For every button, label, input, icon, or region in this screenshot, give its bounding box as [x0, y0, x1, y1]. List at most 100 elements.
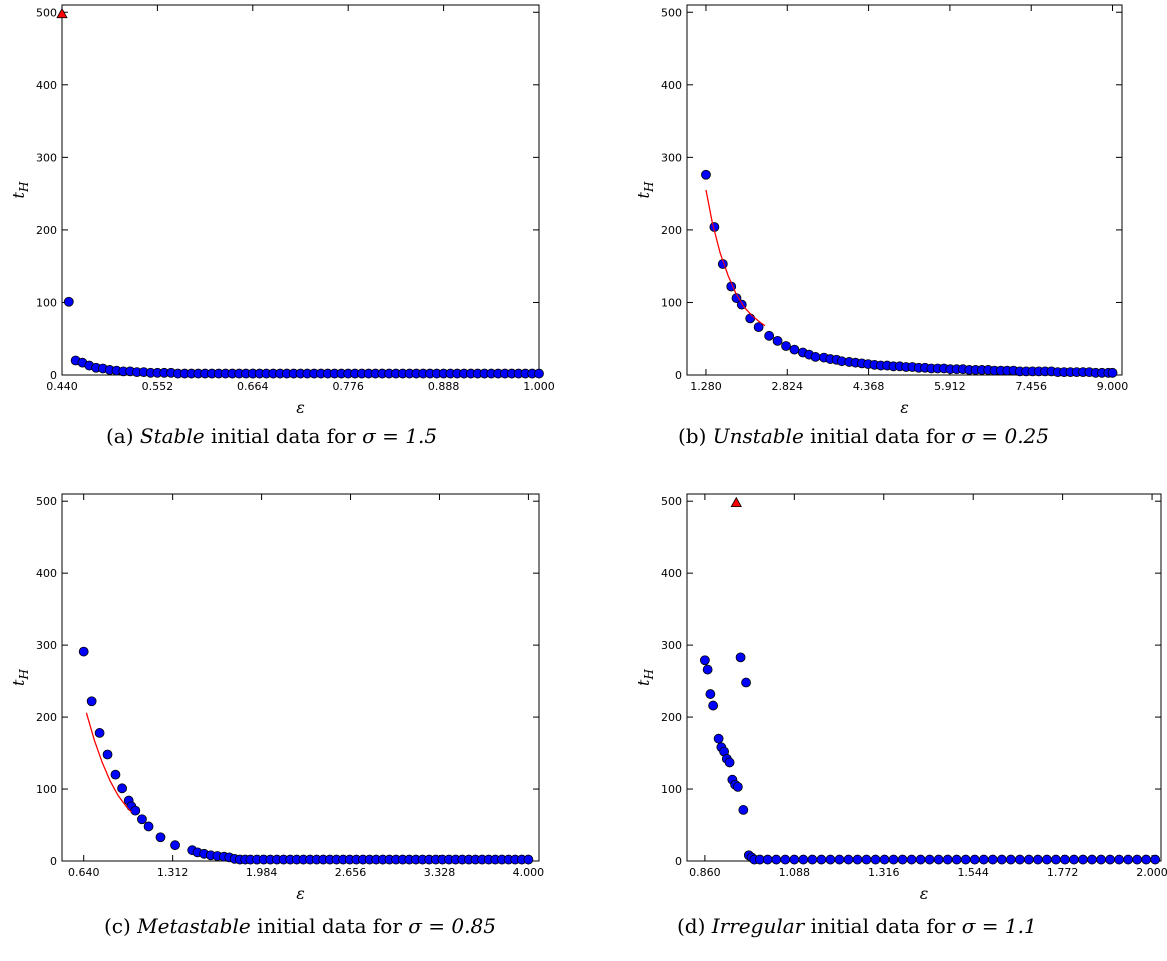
x-tick-label: 1.984	[246, 866, 278, 879]
y-tick-label: 100	[36, 296, 57, 309]
y-axis-label-main: t	[634, 679, 653, 686]
y-axis-label: tH	[634, 669, 656, 686]
data-point-triangle	[730, 496, 742, 508]
fit-line	[705, 189, 766, 327]
caption-kind: Irregular	[711, 914, 805, 938]
data-point	[1132, 854, 1143, 865]
x-tick-label: 0.888	[428, 380, 460, 393]
data-point	[942, 854, 953, 865]
x-tick-label: 2.656	[335, 866, 367, 879]
x-axis-label: ε	[296, 884, 305, 903]
data-point	[1051, 854, 1061, 865]
data-point	[1114, 854, 1125, 865]
data-point	[741, 677, 751, 688]
data-point	[523, 854, 534, 865]
data-point	[102, 749, 113, 760]
x-tick-label: 2.824	[772, 380, 804, 393]
data-point	[753, 322, 764, 333]
x-tick-label: 1.000	[523, 380, 555, 393]
data-point	[798, 854, 809, 865]
x-tick-label: 2.000	[1136, 866, 1167, 879]
data-point	[137, 814, 147, 825]
x-tick-label: 0.664	[237, 380, 269, 393]
data-point	[745, 313, 756, 324]
data-point	[1087, 854, 1097, 865]
fit-line-overlay	[85, 712, 132, 813]
x-tick-label: 3.328	[424, 866, 456, 879]
caption-kind: Unstable	[712, 424, 804, 448]
y-tick-label: 0	[675, 369, 682, 382]
data-point	[155, 832, 166, 843]
x-tick-label: 0.640	[68, 866, 100, 879]
data-point	[1107, 367, 1118, 378]
data-point	[906, 854, 917, 865]
y-tick-label: 300	[661, 151, 682, 164]
data-point	[810, 351, 821, 362]
y-tick-label: 0	[675, 855, 682, 868]
data-point	[1033, 854, 1043, 865]
data-point	[879, 854, 890, 865]
data-point	[1123, 854, 1134, 865]
y-axis-label-sub: H	[642, 669, 656, 681]
data-point	[1105, 854, 1115, 865]
data-point	[1060, 854, 1070, 865]
fit-line-overlay	[705, 189, 766, 327]
x-tick-label: 9.000	[1097, 380, 1129, 393]
y-tick-label: 200	[36, 224, 57, 237]
y-axis-label-sub: H	[17, 181, 31, 193]
y-tick-label: 200	[661, 711, 682, 724]
data-point	[699, 655, 710, 666]
data-point	[78, 646, 89, 657]
caption-tag: (a)	[106, 424, 134, 448]
data-point	[702, 664, 713, 675]
caption-kind: Metastable	[137, 914, 251, 938]
x-tick-label: 4.368	[853, 380, 885, 393]
y-axis-label-main: t	[634, 191, 653, 198]
data-point	[117, 783, 127, 794]
x-tick-label: 1.088	[779, 866, 811, 879]
data-point	[861, 854, 872, 865]
caption-param: σ = 0.85	[408, 914, 496, 938]
plot-frame	[686, 493, 1162, 862]
data-point	[933, 854, 944, 865]
y-axis-label-main: t	[9, 679, 28, 686]
y-tick-label: 400	[661, 79, 682, 92]
data-point	[701, 169, 711, 180]
caption-tag: (c)	[104, 914, 131, 938]
data-point	[713, 733, 724, 744]
data-point	[143, 821, 154, 832]
chart-d: 0.860 1.088 1.316 1.544 1.772 2.000 0 100 200 300…	[634, 493, 1167, 903]
x-tick-label: 1.280	[690, 380, 722, 393]
data-point	[834, 854, 845, 865]
y-tick-label: 100	[661, 296, 682, 309]
x-axis-label: ε	[900, 398, 909, 417]
y-tick-label: 300	[36, 151, 57, 164]
caption-a: (a) Stable initial data for σ = 1.5	[106, 424, 437, 448]
data-point	[764, 330, 775, 341]
data-point	[852, 854, 863, 865]
caption-param: σ = 1.1	[961, 914, 1037, 938]
data-point	[1078, 854, 1088, 865]
x-axis-label: ε	[296, 398, 305, 417]
data-point	[816, 854, 827, 865]
data-point	[1069, 854, 1079, 865]
data-point	[130, 805, 141, 816]
panel-a: 0.440 0.552 0.664 0.776 0.888 1.000 0 100 200 300…	[0, 0, 584, 480]
x-tick-label: 0.860	[689, 866, 721, 879]
data-point	[708, 700, 719, 711]
y-tick-label: 500	[661, 495, 682, 508]
panel-d: 0.860 1.088 1.316 1.544 1.772 2.000 0 100 200 300…	[583, 484, 1167, 961]
data-point	[978, 854, 989, 865]
data-point	[534, 368, 544, 379]
caption-param: σ = 1.5	[362, 424, 438, 448]
plot-frame	[61, 4, 540, 376]
y-tick-label: 0	[50, 855, 57, 868]
data-point	[1042, 854, 1052, 865]
y-axis-label-main: t	[9, 191, 28, 198]
data-point	[789, 344, 800, 355]
chart-b: 1.280 2.824 4.368 5.912 7.456 9.000 0 100 200 300…	[634, 4, 1129, 417]
data-point	[996, 854, 1007, 865]
y-axis-label: tH	[634, 181, 656, 198]
x-tick-label: 5.912	[934, 380, 966, 393]
chart-a: 0.440 0.552 0.664 0.776 0.888 1.000 0 100 200 300…	[9, 4, 555, 417]
